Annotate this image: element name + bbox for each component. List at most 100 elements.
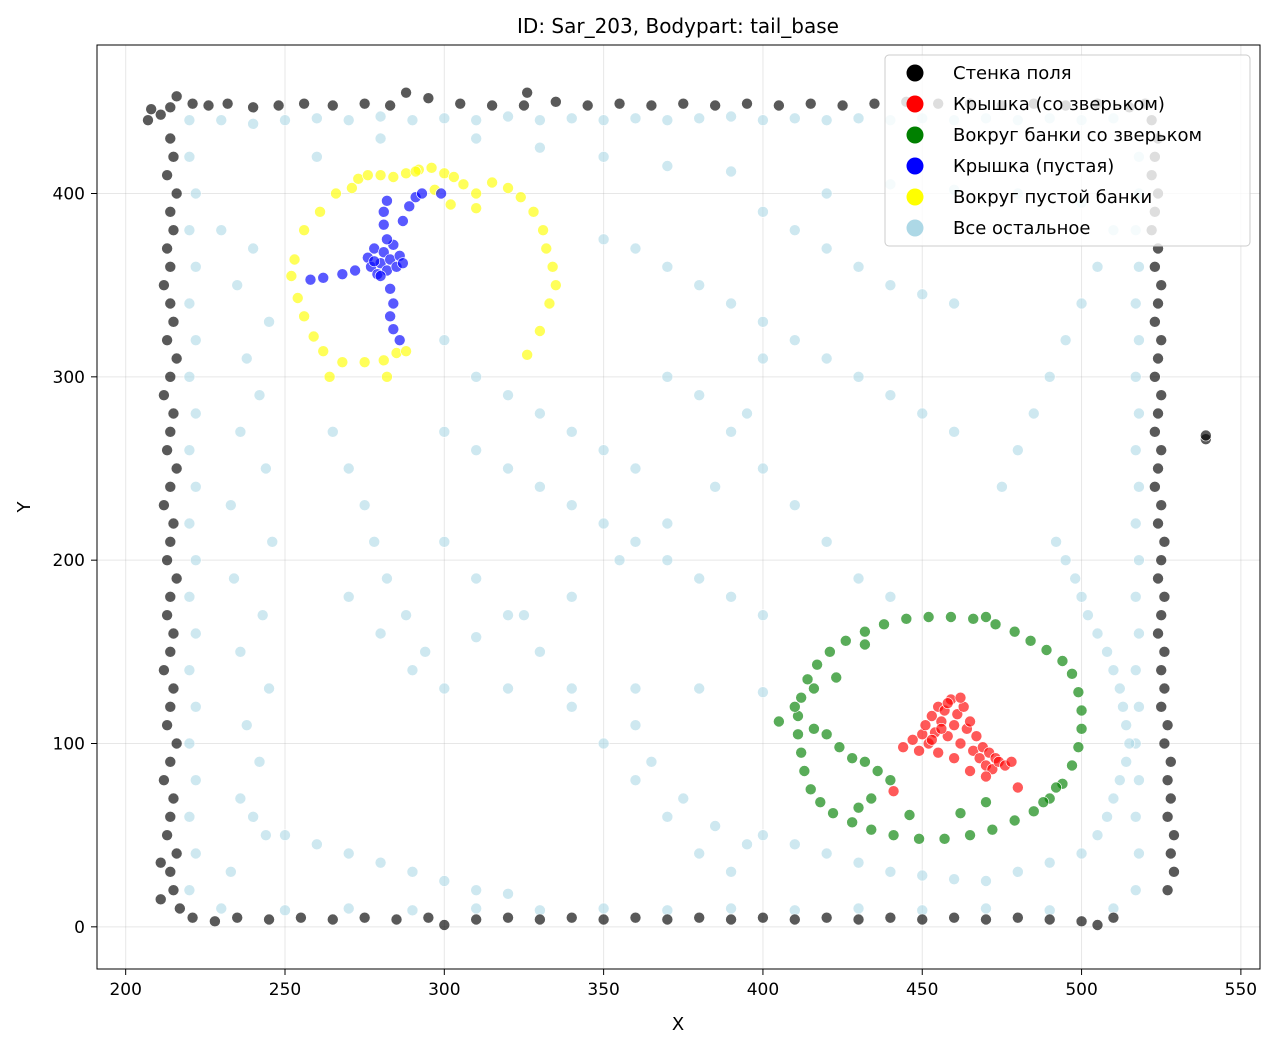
x-tick-label: 500 bbox=[1065, 980, 1097, 1000]
data-point bbox=[234, 792, 247, 805]
data-point bbox=[247, 101, 259, 114]
data-point bbox=[1161, 884, 1174, 896]
data-point bbox=[158, 279, 170, 291]
data-point bbox=[852, 902, 865, 915]
data-point bbox=[183, 811, 196, 823]
data-point bbox=[661, 114, 674, 126]
data-point bbox=[527, 206, 540, 218]
legend: Стенка поля Крышка (со зверьком) Вокруг ба… bbox=[884, 54, 1251, 247]
data-point bbox=[773, 99, 785, 112]
data-point bbox=[384, 99, 396, 112]
data-point bbox=[1027, 805, 1040, 818]
data-point bbox=[1152, 352, 1164, 365]
data-point bbox=[256, 609, 269, 621]
data-point bbox=[916, 869, 929, 882]
data-point bbox=[550, 279, 562, 291]
data-point bbox=[183, 224, 196, 236]
data-point bbox=[1152, 517, 1164, 530]
data-point bbox=[158, 499, 170, 511]
data-point bbox=[170, 462, 183, 475]
data-point bbox=[897, 741, 909, 753]
data-point bbox=[311, 151, 323, 163]
data-point bbox=[814, 796, 827, 808]
data-point bbox=[757, 316, 769, 328]
plot-frame bbox=[96, 44, 1261, 970]
data-point bbox=[788, 112, 801, 125]
data-point bbox=[186, 97, 199, 110]
data-point bbox=[938, 833, 951, 845]
data-point bbox=[247, 118, 259, 130]
data-point bbox=[164, 426, 177, 438]
data-point bbox=[228, 572, 240, 585]
data-point bbox=[798, 765, 811, 777]
data-point bbox=[374, 627, 387, 640]
data-point bbox=[932, 746, 944, 759]
data-point bbox=[416, 187, 428, 200]
data-point bbox=[1158, 682, 1171, 695]
data-point bbox=[377, 218, 390, 231]
data-point bbox=[884, 279, 897, 291]
data-point bbox=[629, 112, 642, 125]
data-point bbox=[709, 820, 721, 832]
data-point bbox=[470, 884, 482, 896]
data-point bbox=[1155, 389, 1168, 401]
data-point bbox=[189, 261, 202, 273]
data-point bbox=[757, 462, 769, 475]
data-point bbox=[409, 165, 422, 178]
data-point bbox=[346, 182, 358, 194]
data-point bbox=[161, 554, 173, 566]
data-point bbox=[164, 701, 177, 713]
data-point bbox=[725, 426, 737, 438]
data-point bbox=[502, 682, 514, 695]
data-point bbox=[161, 444, 173, 456]
data-point bbox=[597, 517, 610, 530]
data-point bbox=[164, 646, 177, 658]
data-point bbox=[1152, 572, 1164, 585]
legend-label: Все остальное bbox=[953, 218, 1090, 239]
data-point bbox=[215, 902, 228, 915]
data-point bbox=[1123, 737, 1136, 750]
data-point bbox=[1040, 644, 1053, 656]
data-point bbox=[170, 737, 183, 750]
data-point bbox=[661, 261, 674, 273]
data-point bbox=[1152, 297, 1164, 310]
data-point bbox=[661, 517, 674, 530]
data-point bbox=[314, 206, 326, 218]
data-point bbox=[438, 875, 451, 887]
data-point bbox=[304, 273, 317, 286]
data-point bbox=[661, 913, 674, 926]
data-point bbox=[170, 572, 183, 585]
data-point bbox=[189, 847, 202, 860]
data-point bbox=[1152, 407, 1164, 420]
data-point bbox=[852, 261, 865, 273]
data-point bbox=[1012, 444, 1024, 456]
data-point bbox=[1129, 371, 1142, 383]
data-point bbox=[167, 517, 180, 530]
data-point bbox=[183, 371, 196, 383]
data-point bbox=[1200, 429, 1212, 442]
data-point bbox=[1133, 261, 1145, 273]
data-point bbox=[1059, 334, 1072, 346]
data-point bbox=[808, 723, 820, 735]
data-point bbox=[820, 352, 833, 365]
data-point bbox=[167, 316, 180, 328]
data-point bbox=[1164, 792, 1177, 805]
data-point bbox=[922, 611, 935, 623]
data-point bbox=[183, 737, 196, 750]
data-point bbox=[613, 554, 626, 566]
data-point bbox=[948, 752, 960, 764]
data-point bbox=[381, 572, 393, 585]
data-point bbox=[804, 783, 817, 796]
data-point bbox=[833, 741, 846, 753]
data-point bbox=[543, 297, 556, 310]
data-point bbox=[916, 407, 929, 420]
data-point bbox=[161, 169, 173, 181]
data-point bbox=[1168, 829, 1180, 841]
data-point bbox=[189, 774, 202, 786]
data-point bbox=[336, 268, 349, 280]
data-point bbox=[827, 807, 839, 819]
data-point bbox=[804, 97, 817, 110]
data-point bbox=[263, 316, 275, 328]
data-point bbox=[1152, 627, 1164, 640]
data-point bbox=[1043, 856, 1056, 869]
